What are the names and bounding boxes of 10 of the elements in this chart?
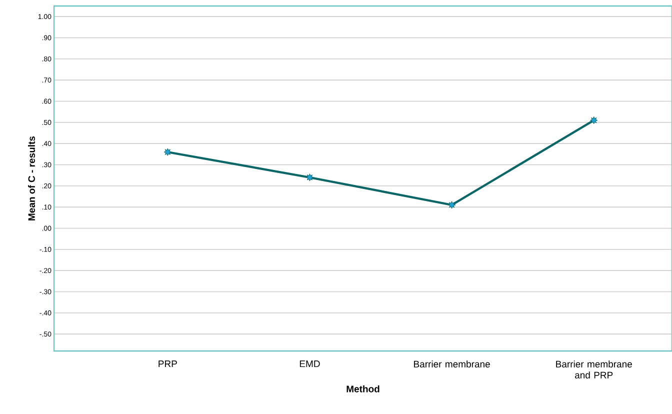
x-tick-label: Barrier membrane (414, 360, 490, 368)
x-tick-label: EMD (300, 360, 320, 368)
x-axis-title: Method (346, 385, 380, 392)
point (164, 148, 172, 156)
point (448, 201, 456, 209)
x-tick-label: Barrier membrane and PRP (556, 360, 632, 378)
y-axis-title: Mean of C - results (28, 136, 35, 220)
point (590, 116, 598, 124)
x-tick-label: PRP (158, 360, 177, 368)
point (306, 174, 314, 182)
